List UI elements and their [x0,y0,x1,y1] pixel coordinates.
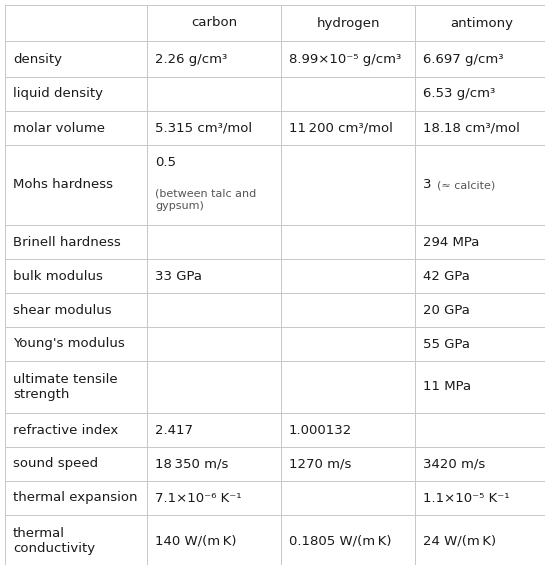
Text: hydrogen: hydrogen [316,16,380,29]
Bar [5,145,147,225]
Text: 3420 m/s: 3420 m/s [423,458,485,471]
Text: 1270 m/s: 1270 m/s [289,458,352,471]
Text: 2.417: 2.417 [155,424,193,437]
Text: 6.53 g/cm³: 6.53 g/cm³ [423,88,495,101]
Text: thermal expansion: thermal expansion [13,492,137,505]
Text: 11 200 cm³/mol: 11 200 cm³/mol [289,121,393,134]
Bar [147,259,281,293]
Bar [5,447,147,481]
Bar [147,111,281,145]
Bar [415,5,545,41]
Bar [281,41,415,77]
Text: (between talc and
gypsum): (between talc and gypsum) [155,189,256,211]
Bar [5,293,147,327]
Text: 11 MPa: 11 MPa [423,380,471,393]
Text: 3: 3 [423,179,432,192]
Text: molar volume: molar volume [13,121,105,134]
Text: ultimate tensile
strength: ultimate tensile strength [13,373,118,401]
Bar [147,293,281,327]
Bar [147,361,281,413]
Text: carbon: carbon [191,16,237,29]
Bar [281,481,415,515]
Bar [281,259,415,293]
Bar [147,447,281,481]
Text: 24 W/(m K): 24 W/(m K) [423,534,496,547]
Bar [147,145,281,225]
Bar [281,361,415,413]
Bar [415,77,545,111]
Text: sound speed: sound speed [13,458,98,471]
Text: refractive index: refractive index [13,424,118,437]
Bar [5,259,147,293]
Text: 5.315 cm³/mol: 5.315 cm³/mol [155,121,252,134]
Bar [415,447,545,481]
Bar [415,481,545,515]
Bar [415,111,545,145]
Bar [415,41,545,77]
Bar [147,515,281,565]
Bar [281,5,415,41]
Bar [281,413,415,447]
Bar [147,77,281,111]
Text: 55 GPa: 55 GPa [423,337,470,350]
Bar [147,481,281,515]
Bar [5,413,147,447]
Text: (≈ calcite): (≈ calcite) [437,180,495,190]
Text: 1.1×10⁻⁵ K⁻¹: 1.1×10⁻⁵ K⁻¹ [423,492,510,505]
Text: 18 350 m/s: 18 350 m/s [155,458,228,471]
Bar [5,327,147,361]
Bar [281,515,415,565]
Bar [281,145,415,225]
Bar [281,447,415,481]
Bar [415,327,545,361]
Bar [281,111,415,145]
Bar [147,225,281,259]
Bar [5,481,147,515]
Bar [5,361,147,413]
Text: Brinell hardness: Brinell hardness [13,236,121,249]
Text: 1.000132: 1.000132 [289,424,352,437]
Text: density: density [13,53,62,66]
Bar [415,145,545,225]
Bar [415,361,545,413]
Text: shear modulus: shear modulus [13,303,112,316]
Bar [415,515,545,565]
Text: 2.26 g/cm³: 2.26 g/cm³ [155,53,227,66]
Bar [5,41,147,77]
Text: 42 GPa: 42 GPa [423,270,470,282]
Text: liquid density: liquid density [13,88,103,101]
Bar [5,225,147,259]
Text: 8.99×10⁻⁵ g/cm³: 8.99×10⁻⁵ g/cm³ [289,53,401,66]
Text: thermal
conductivity: thermal conductivity [13,527,95,555]
Bar [147,413,281,447]
Text: bulk modulus: bulk modulus [13,270,103,282]
Bar [415,259,545,293]
Bar [147,41,281,77]
Text: Young's modulus: Young's modulus [13,337,125,350]
Text: 0.5: 0.5 [155,156,176,169]
Text: 7.1×10⁻⁶ K⁻¹: 7.1×10⁻⁶ K⁻¹ [155,492,241,505]
Text: 18.18 cm³/mol: 18.18 cm³/mol [423,121,520,134]
Text: 140 W/(m K): 140 W/(m K) [155,534,237,547]
Bar [281,225,415,259]
Bar [281,293,415,327]
Bar [415,413,545,447]
Bar [5,515,147,565]
Text: 33 GPa: 33 GPa [155,270,202,282]
Text: 0.1805 W/(m K): 0.1805 W/(m K) [289,534,391,547]
Bar [147,327,281,361]
Bar [5,111,147,145]
Text: antimony: antimony [451,16,513,29]
Bar [415,293,545,327]
Text: 294 MPa: 294 MPa [423,236,480,249]
Bar [281,77,415,111]
Text: Mohs hardness: Mohs hardness [13,179,113,192]
Bar [5,77,147,111]
Text: 20 GPa: 20 GPa [423,303,470,316]
Bar [281,327,415,361]
Bar [415,225,545,259]
Bar [5,5,147,41]
Bar [147,5,281,41]
Text: 6.697 g/cm³: 6.697 g/cm³ [423,53,504,66]
